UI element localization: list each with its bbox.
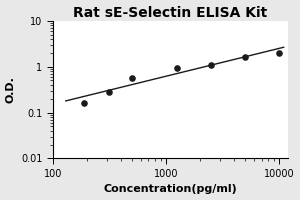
Point: [130, 76, 134, 79]
Point: [175, 67, 179, 70]
Point: [208, 63, 213, 66]
Y-axis label: O.D.: O.D.: [6, 76, 16, 103]
Point: [106, 90, 111, 94]
Point: [243, 55, 248, 58]
Title: Rat sE-Selectin ELISA Kit: Rat sE-Selectin ELISA Kit: [73, 6, 268, 20]
Point: [277, 51, 281, 54]
Point: [82, 102, 86, 105]
X-axis label: Concentration(pg/ml): Concentration(pg/ml): [103, 184, 237, 194]
